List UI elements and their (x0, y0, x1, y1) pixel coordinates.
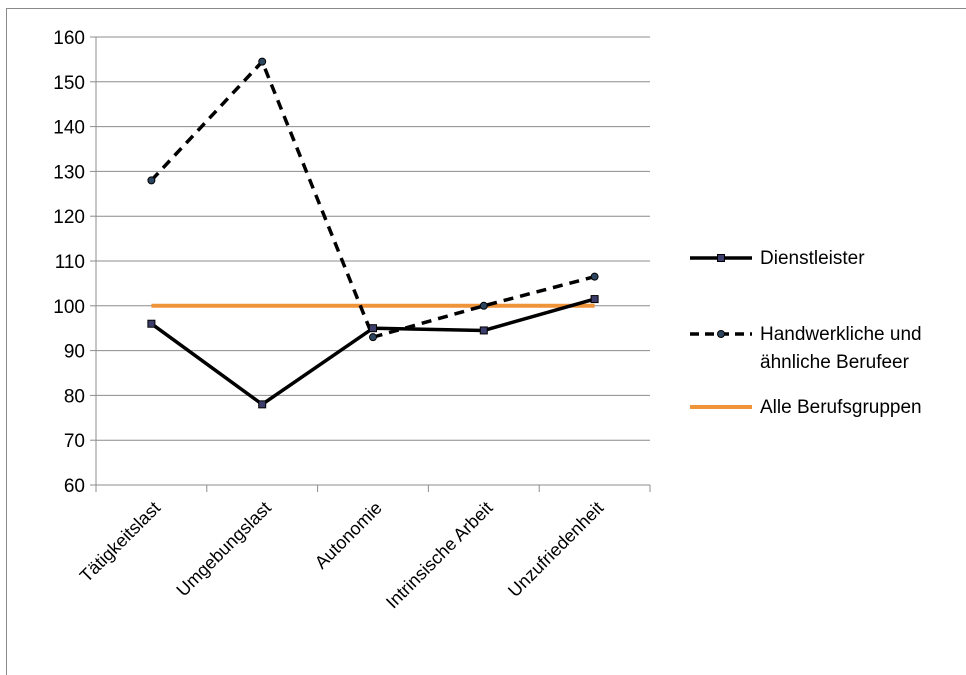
data-point (369, 324, 377, 333)
data-point (147, 176, 156, 185)
y-tick-label: 160 (53, 28, 85, 49)
y-tick-label: 90 (64, 342, 85, 363)
y-tick-label: 110 (55, 252, 85, 273)
y-tick-label: 140 (53, 118, 85, 139)
legend-label: ähnliche Berufeer (760, 352, 910, 373)
x-category-label: Umgebungslast (172, 498, 275, 601)
data-point (479, 326, 488, 335)
data-point (590, 295, 599, 304)
x-category-label: Intrinsische Arbeit (382, 498, 497, 613)
legend-label: Alle Berufsgruppen (760, 397, 922, 418)
series-lines (147, 57, 599, 409)
y-tick-label: 120 (53, 207, 85, 228)
x-category-label: Tätigkeitslast (76, 498, 164, 586)
data-point (258, 400, 267, 409)
axes (90, 36, 651, 492)
data-point (590, 272, 599, 281)
data-point (479, 301, 488, 310)
y-axis-tick-labels: 60 70 80 90 100 110 120 130 140 150 160 (53, 28, 85, 497)
legend-marker (717, 330, 725, 338)
legend-label: Dienstleister (760, 248, 865, 269)
x-axis-category-labels: Tätigkeitslast Umgebungslast AutonomieIntr… (76, 498, 608, 613)
series-line-1 (150, 58, 596, 340)
y-tick-label: 150 (53, 73, 85, 94)
gridlines (96, 36, 650, 441)
x-category-label: Unzufriedenheit (504, 498, 607, 601)
y-tick-label: 80 (64, 386, 85, 407)
data-point (147, 319, 156, 328)
chart-frame (6, 8, 966, 675)
series-line-0 (150, 297, 596, 407)
x-category-label: Autonomie (311, 498, 386, 573)
data-point (369, 333, 377, 342)
legend: Dienstleister Handwerkliche und ähnliche B… (690, 248, 922, 418)
y-tick-label: 100 (53, 297, 85, 318)
y-tick-label: 60 (64, 476, 85, 497)
y-tick-label: 130 (53, 162, 85, 183)
legend-marker (717, 254, 725, 262)
data-point (258, 57, 267, 66)
y-tick-label: 70 (64, 431, 85, 452)
legend-label: Handwerkliche und (760, 324, 922, 345)
